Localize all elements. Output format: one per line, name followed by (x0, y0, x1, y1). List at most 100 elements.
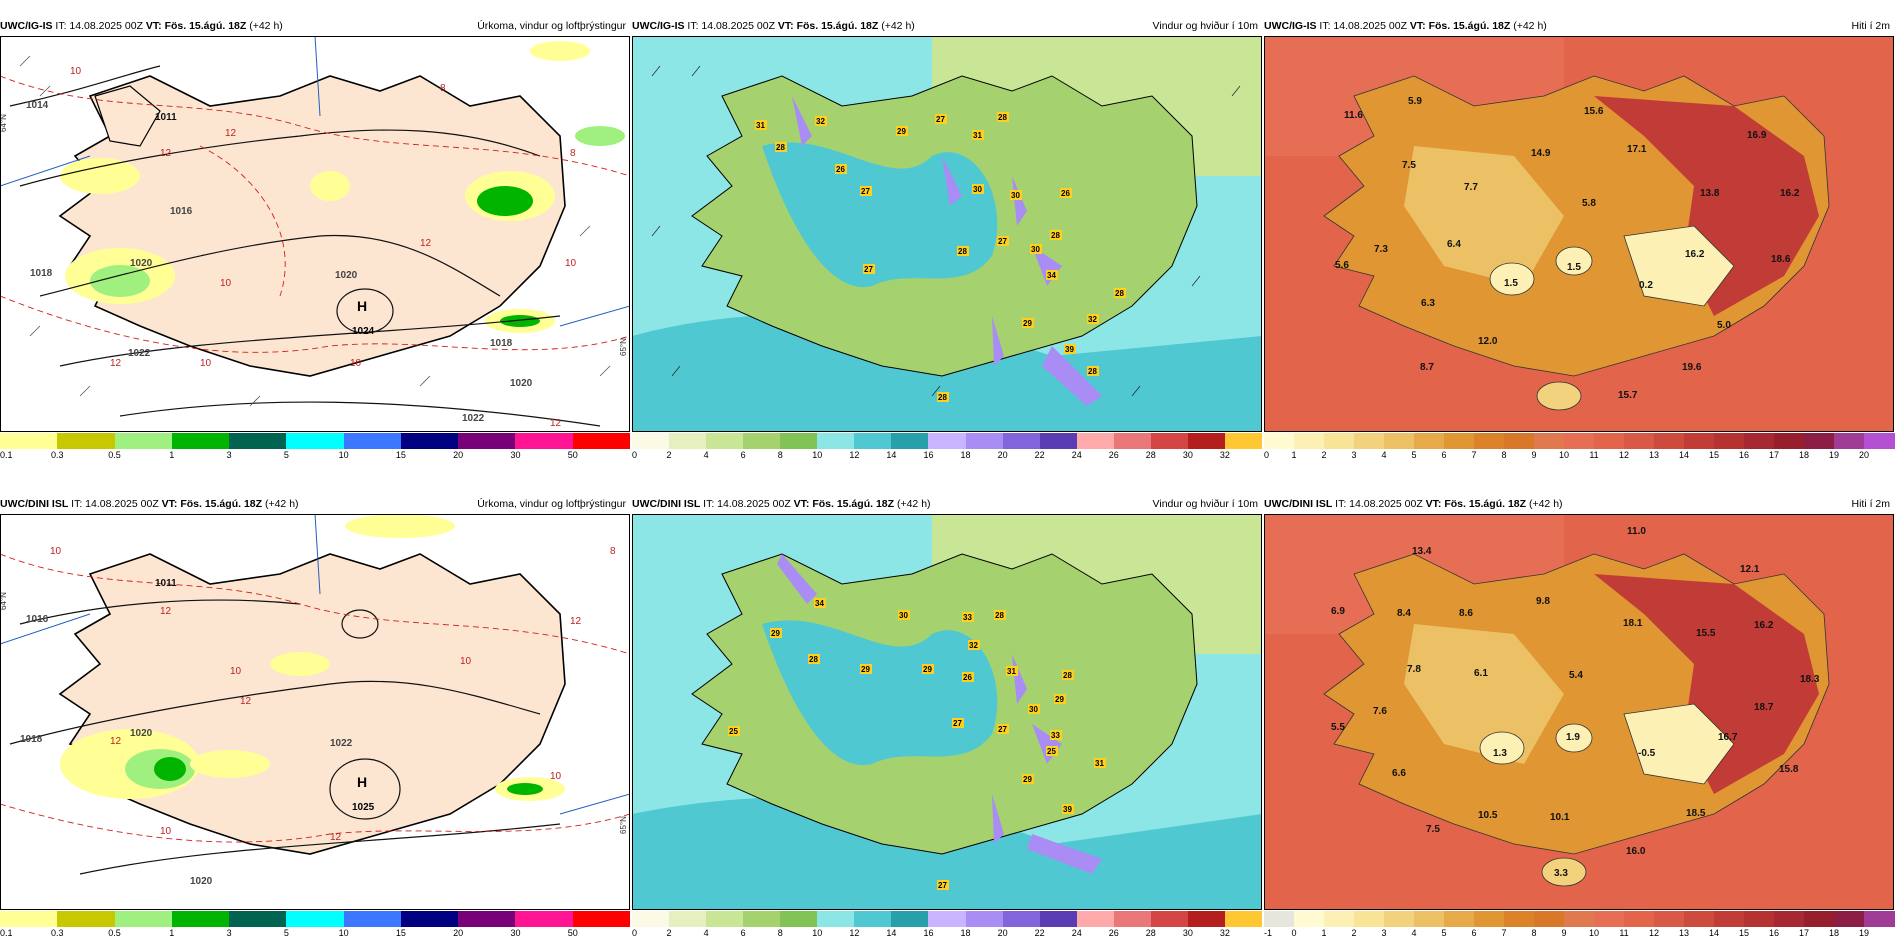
colorbar-tick-label: 19 (1858, 928, 1870, 938)
svg-text:26: 26 (963, 673, 972, 682)
svg-text:H: H (357, 774, 367, 790)
svg-text:5.0: 5.0 (1717, 320, 1731, 331)
svg-text:14.9: 14.9 (1531, 148, 1551, 159)
colorbar-tick-label: 4 (1381, 450, 1387, 460)
svg-text:1011: 1011 (155, 578, 177, 589)
svg-text:28: 28 (998, 113, 1007, 122)
colorbar-segment (891, 911, 929, 927)
svg-text:9.8: 9.8 (1536, 596, 1550, 607)
colorbar-tick-label: 20 (1858, 450, 1870, 460)
colorbar-segment (343, 433, 402, 449)
colorbar-segment (1414, 911, 1445, 927)
panel-precip-dini: UWC/DINI ISL IT: 14.08.2025 00Z VT: Fös.… (0, 496, 631, 946)
colorbar-tick-label: 5 (283, 450, 289, 460)
colorbar-segment (817, 911, 855, 927)
colorbar-tick-label: 19 (1828, 450, 1840, 460)
svg-text:12: 12 (240, 696, 252, 707)
colorbar-segment (1624, 433, 1655, 449)
colorbar-tick-label: 0.1 (0, 928, 13, 938)
colorbar-tick-label: 4 (703, 928, 709, 938)
svg-text:12: 12 (420, 238, 432, 249)
svg-text:26: 26 (836, 165, 845, 174)
colorbar-segment (1504, 433, 1535, 449)
svg-text:25: 25 (729, 727, 738, 736)
init-time: IT: 14.08.2025 00Z (703, 498, 791, 510)
gust-labels: 34 29 28 30 29 29 33 28 32 31 28 26 30 2… (728, 598, 1106, 890)
colorbar-segment (458, 911, 516, 927)
colorbar-segment (1534, 433, 1565, 449)
model-name: UWC/DINI ISL (0, 498, 69, 510)
colorbar-tick-label: 12 (849, 450, 860, 460)
svg-text:7.7: 7.7 (1464, 182, 1478, 193)
colorbar-segment (1564, 433, 1595, 449)
colorbar-tick-label: 20 (997, 928, 1008, 938)
svg-text:31: 31 (756, 121, 765, 130)
colorbar-tick-label: 0.1 (0, 450, 13, 460)
colorbar-tick-label: 5 (283, 928, 289, 938)
init-time: IT: 14.08.2025 00Z (71, 498, 159, 510)
svg-text:29: 29 (1023, 775, 1032, 784)
lead-time: (+42 h) (881, 20, 915, 32)
colorbar-tick-label: 16 (923, 928, 934, 938)
valid-time: VT: Fös. 15.ágú. 18Z (1425, 498, 1527, 510)
svg-text:10: 10 (70, 66, 82, 77)
colorbar-tick-label: 17 (1768, 450, 1780, 460)
lead-time: (+42 h) (1513, 20, 1547, 32)
svg-text:29: 29 (861, 665, 870, 674)
colorbar-tick-label: 2 (1321, 450, 1327, 460)
svg-text:31: 31 (1095, 759, 1104, 768)
svg-text:16.0: 16.0 (1626, 846, 1646, 857)
colorbar-segment (780, 433, 818, 449)
colorbar-segment (515, 433, 574, 449)
colorbar-segment (1076, 911, 1115, 927)
wind-map: 34 29 28 30 29 29 33 28 32 31 28 26 30 2… (632, 514, 1262, 910)
valid-time: VT: Fös. 15.ágú. 18Z (793, 498, 895, 510)
colorbar-tick-label: 6 (1471, 928, 1477, 938)
colorbar-tick-label: 5 (1411, 450, 1417, 460)
colorbar-segment (1444, 911, 1475, 927)
precip-colorbar-ticks: 0.1 0.3 0.5 1 3 5 10 15 20 30 50 (0, 450, 630, 462)
svg-text:1014: 1014 (26, 100, 49, 111)
svg-text:28: 28 (958, 247, 967, 256)
colorbar-tick-label: 10 (812, 450, 823, 460)
svg-text:65°N: 65°N (619, 338, 628, 356)
colorbar-segment (1624, 911, 1655, 927)
colorbar-tick-label: 0 (632, 450, 638, 460)
init-time: IT: 14.08.2025 00Z (687, 20, 775, 32)
svg-text:-0.5: -0.5 (1638, 748, 1656, 759)
colorbar-tick-label: 30 (510, 928, 521, 938)
svg-text:1022: 1022 (330, 738, 353, 749)
colorbar-tick-label: 20 (453, 928, 464, 938)
colorbar-segment (1076, 433, 1115, 449)
svg-text:28: 28 (809, 655, 818, 664)
precip-map: 1014 1011 1016 1018 1020 1020 1022 1022 … (0, 36, 630, 432)
svg-text:7.8: 7.8 (1407, 664, 1421, 675)
svg-text:18.1: 18.1 (1623, 618, 1643, 629)
svg-text:25: 25 (1047, 747, 1056, 756)
svg-text:1.9: 1.9 (1566, 732, 1580, 743)
svg-text:12: 12 (330, 832, 342, 843)
colorbar-tick-label: 13 (1678, 928, 1690, 938)
colorbar-tick-label: 14 (1708, 928, 1720, 938)
svg-text:6.3: 6.3 (1421, 298, 1435, 309)
svg-text:10: 10 (460, 656, 472, 667)
colorbar-segment (1684, 433, 1715, 449)
svg-text:1018: 1018 (20, 734, 43, 745)
svg-text:8: 8 (440, 83, 446, 94)
panel-temp-igis: UWC/IG-IS IT: 14.08.2025 00Z VT: Fös. 15… (1264, 18, 1895, 468)
panel-header: UWC/DINI ISL IT: 14.08.2025 00Z VT: Fös.… (1264, 496, 1894, 512)
colorbar-segment (632, 433, 670, 449)
svg-text:18.6: 18.6 (1771, 254, 1791, 265)
colorbar-segment (1324, 911, 1355, 927)
colorbar-segment (1594, 433, 1625, 449)
precip-map: 1016 1011 1018 1020 1022 H 1025 1020 10 … (0, 514, 630, 910)
colorbar-tick-label: 7 (1501, 928, 1507, 938)
svg-text:1020: 1020 (190, 876, 213, 887)
colorbar-segment (1654, 433, 1685, 449)
colorbar-tick-label: 32 (1219, 450, 1230, 460)
colorbar-segment (0, 911, 58, 927)
colorbar-segment (229, 433, 287, 449)
colorbar-segment (57, 911, 116, 927)
panel-header: UWC/IG-IS IT: 14.08.2025 00Z VT: Fös. 15… (632, 18, 1262, 34)
svg-text:12: 12 (225, 128, 237, 139)
